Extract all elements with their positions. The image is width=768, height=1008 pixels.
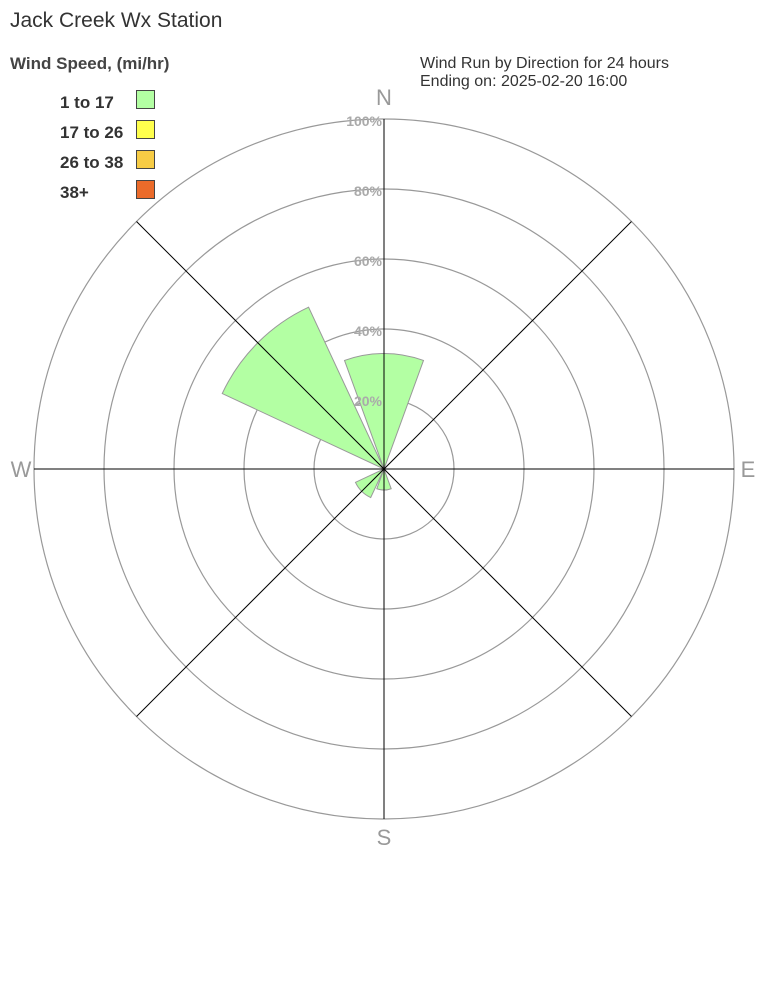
subtitle-line: Ending on: 2025-02-20 16:00 bbox=[420, 73, 628, 90]
subtitle-line: Wind Run by Direction for 24 hours bbox=[420, 55, 669, 72]
radial-tick-label: 80% bbox=[354, 183, 383, 199]
radial-tick-label: 100% bbox=[346, 113, 382, 129]
legend-title: Wind Speed, (mi/hr) bbox=[10, 54, 170, 73]
chart-subtitle: Wind Run by Direction for 24 hours Endin… bbox=[420, 55, 669, 91]
legend-label: 38+ bbox=[60, 183, 89, 202]
compass-s: S bbox=[377, 825, 392, 850]
radial-tick-label: 40% bbox=[354, 323, 383, 339]
radial-tick-label: 60% bbox=[354, 253, 383, 269]
spoke-line bbox=[136, 221, 632, 717]
compass-w: W bbox=[11, 457, 32, 482]
compass-n: N bbox=[376, 85, 392, 110]
radial-tick-label: 20% bbox=[354, 393, 383, 409]
chart-title: Jack Creek Wx Station bbox=[10, 9, 223, 32]
legend-swatch bbox=[136, 180, 155, 199]
legend-swatch bbox=[136, 150, 155, 169]
legend-label: 17 to 26 bbox=[60, 123, 124, 142]
legend-swatch bbox=[136, 90, 155, 109]
legend-label: 26 to 38 bbox=[60, 153, 124, 172]
compass-e: E bbox=[741, 457, 756, 482]
legend-swatch bbox=[136, 120, 155, 139]
legend-label: 1 to 17 bbox=[60, 93, 114, 112]
